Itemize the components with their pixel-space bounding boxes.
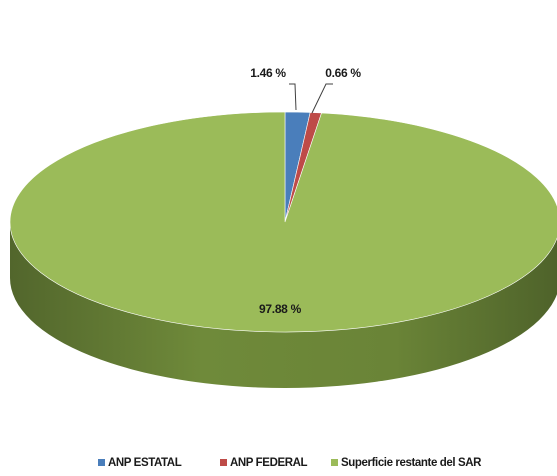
legend: ANP ESTATAL ANP FEDERAL Superficie restant…: [98, 457, 483, 469]
legend-swatch-1: [98, 459, 105, 466]
legend-swatch-2: [220, 459, 227, 466]
data-label-2: 0.66 %: [325, 66, 361, 80]
pie-top-layer: [9, 111, 557, 333]
leader-line-2: [311, 83, 333, 114]
leader-line-1: [289, 83, 297, 111]
data-label-3: 97.88 %: [259, 302, 302, 316]
pie-slice-side-3: [10, 222, 557, 388]
data-label-layer: 1.46 % 0.66 % 97.88 %: [250, 66, 361, 316]
data-label-1: 1.46 %: [250, 66, 286, 80]
pie-side-layer: [10, 222, 557, 388]
legend-swatch-3: [331, 459, 338, 466]
pie-slice-3: [9, 111, 557, 333]
legend-label-3: Superficie restante del SAR: [341, 457, 482, 469]
legend-label-2: ANP FEDERAL: [230, 457, 308, 469]
legend-label-1: ANP ESTATAL: [108, 457, 182, 469]
